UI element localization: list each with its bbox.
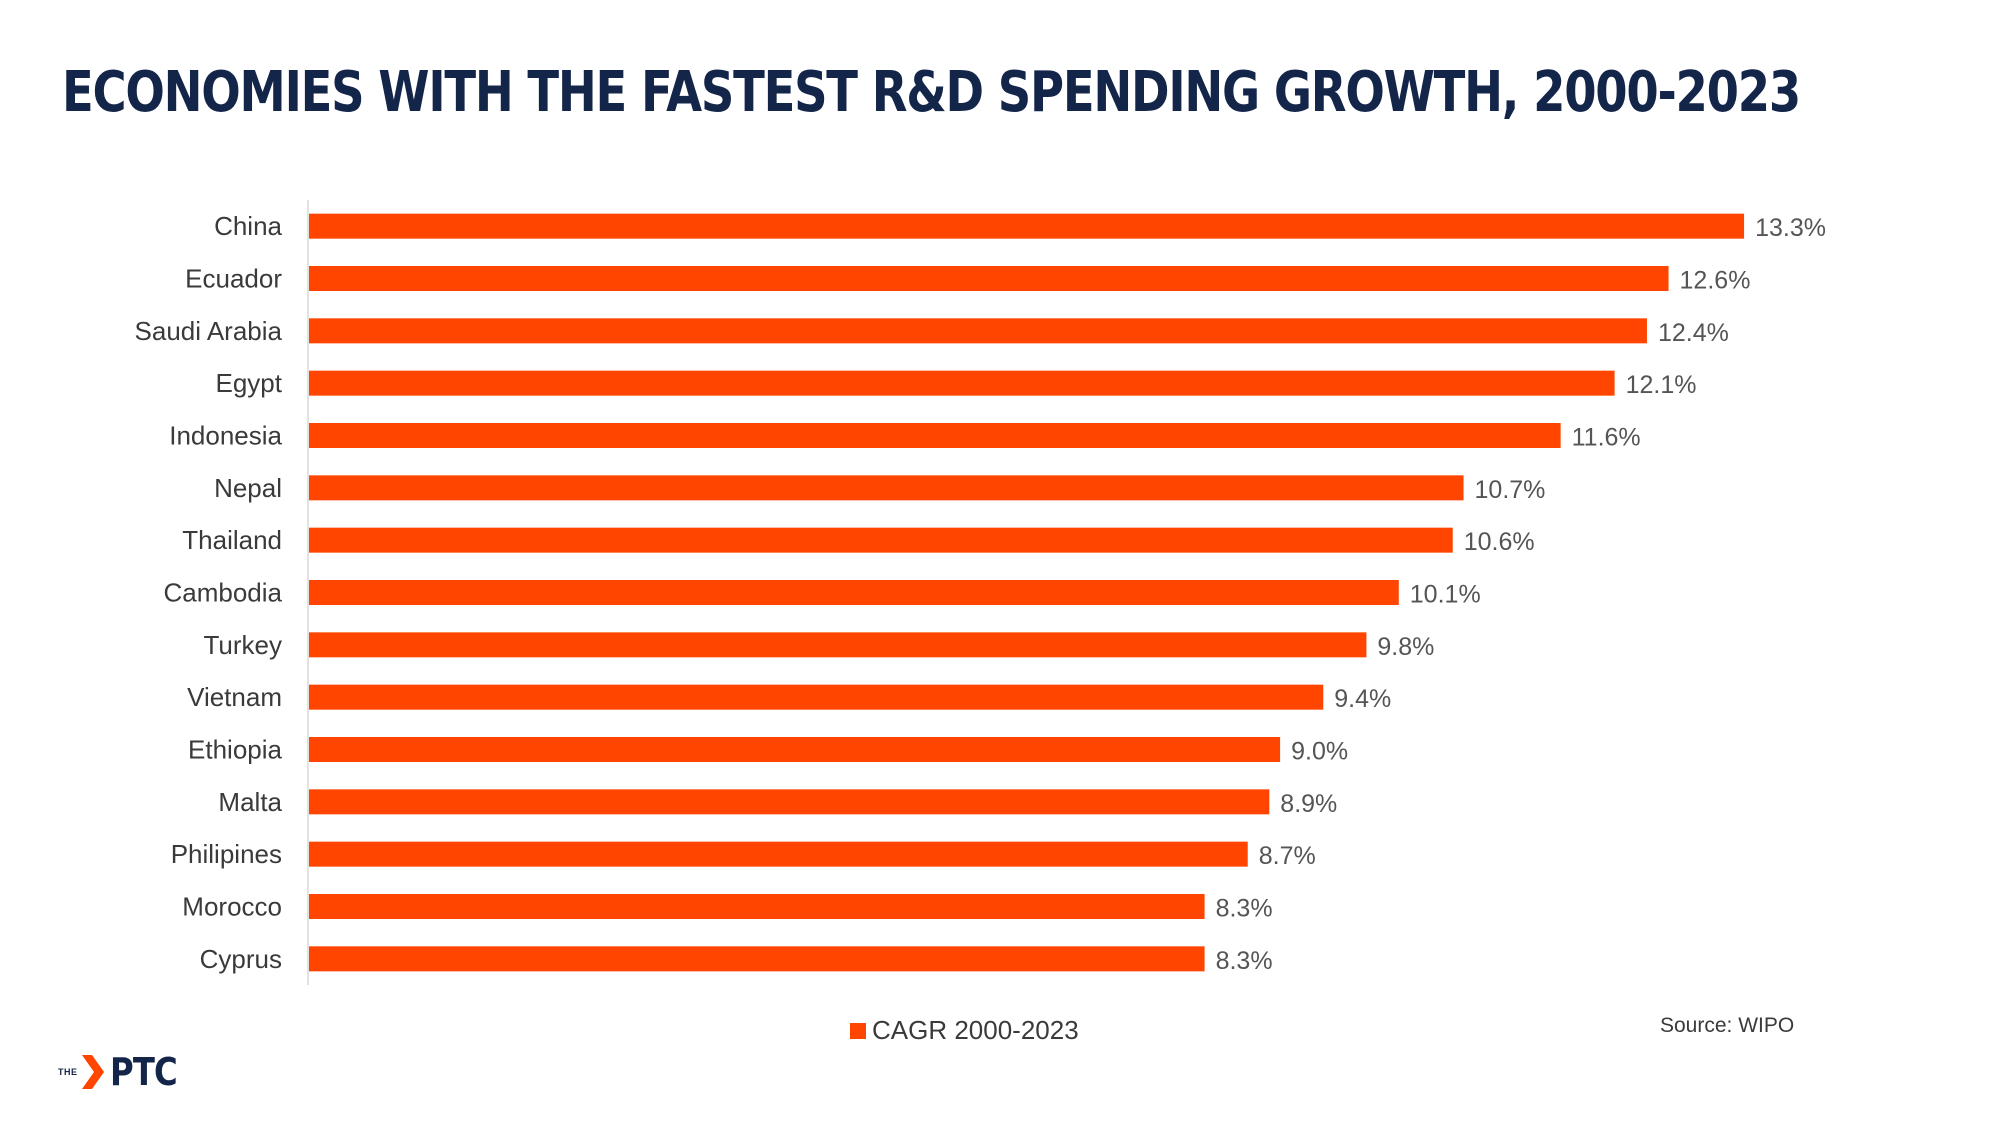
category-label: Cambodia — [163, 578, 282, 608]
bar — [309, 946, 1205, 972]
page-title: ECONOMIES WITH THE FASTEST R&D SPENDING … — [62, 60, 1801, 125]
bar — [309, 266, 1669, 291]
value-label: 12.6% — [1680, 267, 1751, 295]
bar — [309, 684, 1324, 710]
bar — [309, 580, 1399, 605]
bar — [309, 370, 1615, 396]
category-label: Ecuador — [185, 264, 282, 294]
bar — [309, 213, 1745, 239]
bar — [309, 423, 1561, 448]
ptc-logo: THE PTC — [58, 1050, 188, 1094]
value-label: 8.7% — [1259, 842, 1316, 870]
legend-label: CAGR 2000-2023 — [872, 1015, 1079, 1045]
bar — [309, 318, 1647, 344]
category-label: Indonesia — [169, 421, 282, 451]
category-label: Egypt — [216, 368, 283, 398]
category-label: Vietnam — [187, 682, 282, 712]
category-label: Philipines — [171, 839, 282, 869]
value-label: 9.8% — [1377, 633, 1434, 661]
bar — [309, 789, 1270, 815]
bar — [309, 475, 1464, 501]
category-label: Turkey — [204, 630, 283, 660]
value-label: 12.1% — [1626, 371, 1697, 399]
value-label: 10.7% — [1475, 476, 1546, 504]
bar — [309, 737, 1281, 762]
chart-legend: CAGR 2000-2023 — [850, 1015, 1079, 1046]
bar — [309, 527, 1453, 553]
category-label: Thailand — [182, 525, 282, 555]
chevron-right-icon — [81, 1055, 104, 1089]
bar — [309, 632, 1367, 658]
source-note: Source: WIPO — [1660, 1014, 1795, 1037]
category-label: Nepal — [214, 473, 282, 503]
logo-text: PTC — [109, 1050, 178, 1094]
bar — [309, 894, 1205, 919]
bars-group: China 13.3% Ecuador 12.6% Saudi Arabia 12.4% E… — [135, 211, 1826, 975]
category-label: China — [214, 211, 282, 241]
logo-prefix: THE — [58, 1067, 78, 1077]
value-label: 10.6% — [1464, 528, 1535, 556]
value-label: 8.3% — [1216, 947, 1273, 975]
value-label: 11.6% — [1572, 424, 1641, 452]
legend-swatch — [850, 1022, 866, 1039]
bar — [309, 841, 1248, 867]
category-label: Ethiopia — [188, 735, 282, 765]
category-label: Cyprus — [200, 944, 282, 974]
value-label: 8.9% — [1280, 790, 1337, 818]
value-label: 13.3% — [1755, 214, 1826, 242]
value-label: 10.1% — [1410, 581, 1481, 609]
value-label: 8.3% — [1216, 895, 1273, 923]
value-label: 9.0% — [1291, 738, 1348, 766]
category-label: Morocco — [182, 892, 282, 922]
category-label: Saudi Arabia — [135, 316, 283, 346]
value-label: 9.4% — [1334, 685, 1391, 713]
value-label: 12.4% — [1658, 319, 1729, 347]
category-label: Malta — [218, 787, 282, 817]
